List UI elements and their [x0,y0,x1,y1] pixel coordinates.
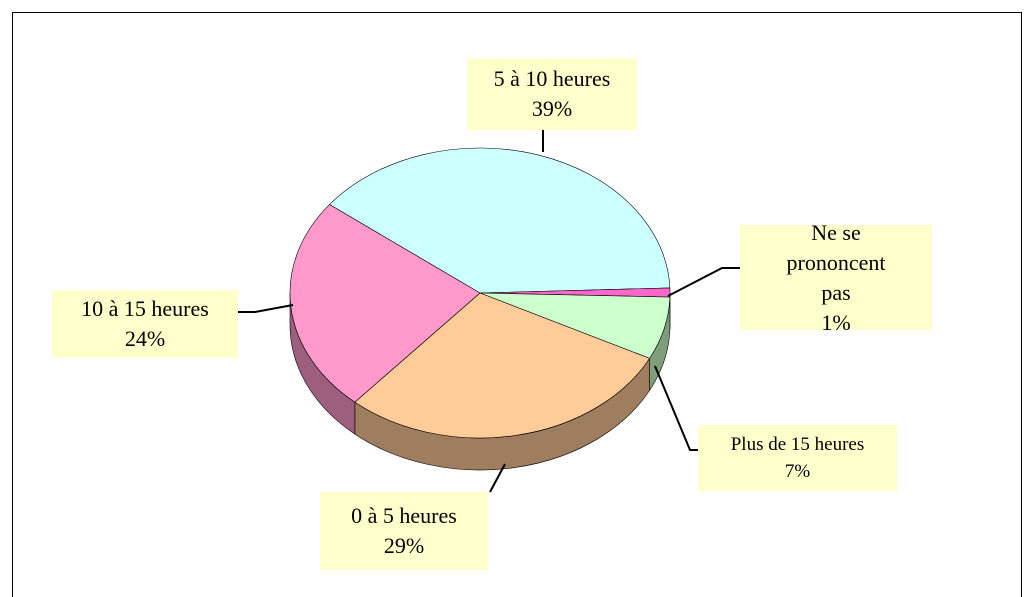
label-category: 5 à 10 heures [493,66,611,91]
leader-line [654,365,698,451]
data-label: 10 à 15 heures 24% [52,290,238,358]
label-value: 39% [531,96,573,121]
label-value: 29% [383,533,425,558]
label-value: 7% [784,461,811,482]
pie-slice [289,204,481,403]
label-value: 24% [124,326,166,351]
pie-slice [354,292,651,439]
label-value: 1% [821,309,851,335]
label-category: 0 à 5 heures [351,503,457,528]
data-label: 0 à 5 heures 29% [320,492,488,570]
label-category: 10 à 15 heures [81,296,209,321]
leader-line [238,304,294,313]
data-label: Plus de 15 heures 7% [698,425,897,491]
leader-line [489,463,506,493]
pie-slice [328,147,671,294]
leader-line [667,267,740,297]
label-category: Ne se prononcent pas [786,219,886,305]
label-category: Plus de 15 heures [730,434,865,455]
data-label: Ne se prononcent pas 1% [740,220,932,335]
data-label: 5 à 10 heures 39% [467,58,637,130]
